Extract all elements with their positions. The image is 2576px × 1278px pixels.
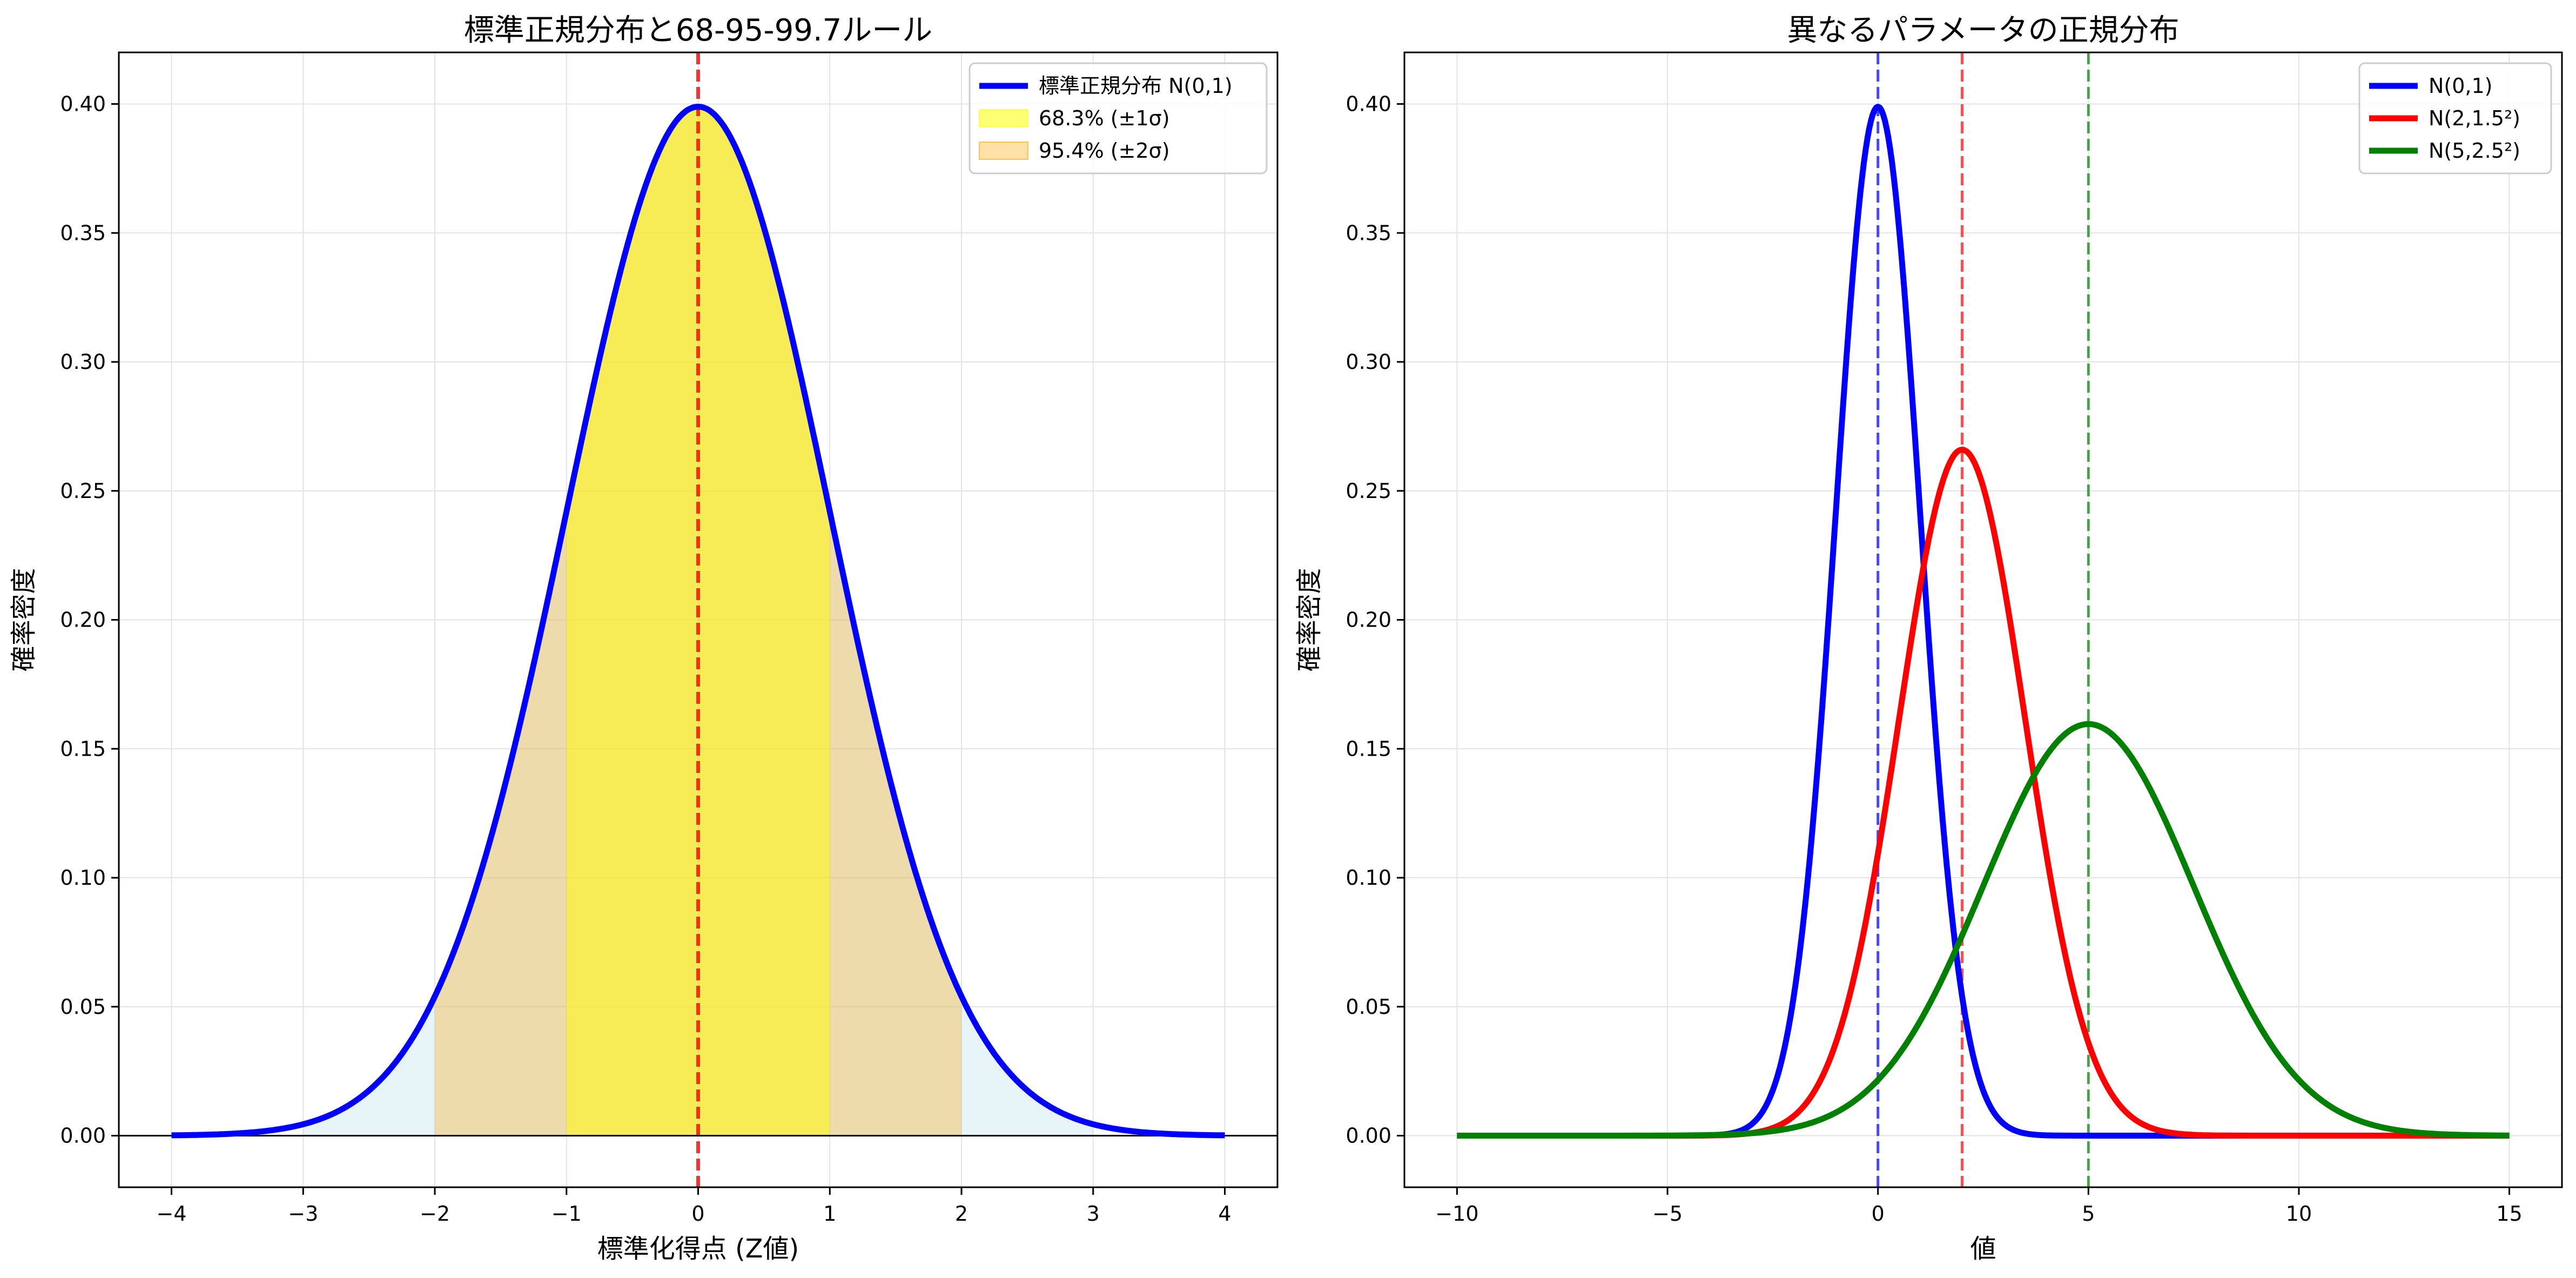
y-tick-label: 0.35 bbox=[1346, 221, 1391, 245]
y-tick-label: 0.10 bbox=[60, 866, 106, 890]
x-tick-label: −5 bbox=[1652, 1202, 1683, 1226]
legend: N(0,1) N(2,1.5²) N(5,2.5²) bbox=[2358, 62, 2552, 174]
y-tick-label: 0.00 bbox=[1346, 1124, 1391, 1148]
legend: 標準正規分布 N(0,1) 68.3% (±1σ) 95.4% (±2σ) bbox=[968, 62, 1268, 174]
y-tick-label: 0.20 bbox=[60, 608, 106, 632]
y-tick-label: 0.05 bbox=[1346, 995, 1391, 1019]
y-tick-label: 0.40 bbox=[1346, 92, 1391, 116]
legend-label: N(5,2.5²) bbox=[2429, 139, 2520, 163]
y-tick-label: 0.25 bbox=[1346, 479, 1391, 503]
x-tick-label: 15 bbox=[2496, 1202, 2522, 1226]
chart-title: 異なるパラメータの正規分布 bbox=[1787, 13, 2179, 48]
x-tick-label: −2 bbox=[420, 1202, 450, 1226]
legend-label: 68.3% (±1σ) bbox=[1039, 106, 1170, 130]
shaded-region bbox=[566, 106, 830, 1136]
x-tick-label: −3 bbox=[288, 1202, 318, 1226]
series-line-1 bbox=[1456, 104, 2511, 1139]
chart-panel-1: −4 −3 −2 −1 0 1 2 3 4 0.00 0.05 0.10 0.15 0.20 0.25 0.3… bbox=[9, 13, 1279, 1264]
chart-title: 標準正規分布と68-95-99.7ルール bbox=[464, 13, 933, 48]
x-tick-label: 3 bbox=[1087, 1202, 1100, 1226]
series-line-3 bbox=[1456, 721, 2511, 1139]
x-tick-label: 4 bbox=[1218, 1202, 1231, 1226]
chart-panel-2: −10 −5 0 5 10 15 0.00 0.05 0.10 0.15 0.20 0.25 0.30 0… bbox=[1294, 13, 2563, 1264]
x-tick-label: 0 bbox=[691, 1202, 704, 1226]
x-tick-label: −1 bbox=[551, 1202, 582, 1226]
legend-label: 標準正規分布 N(0,1) bbox=[1039, 74, 1233, 98]
y-tick-label: 0.25 bbox=[60, 479, 106, 503]
legend-box bbox=[968, 62, 1268, 174]
x-tick-label: 0 bbox=[1872, 1202, 1885, 1226]
x-axis-label: 標準化得点 (Z値) bbox=[597, 1234, 799, 1264]
series-line-1 bbox=[170, 104, 1226, 1139]
y-axis-label: 確率密度 bbox=[9, 568, 39, 671]
legend-patch-swatch bbox=[979, 142, 1028, 160]
x-tick-label: 10 bbox=[2286, 1202, 2312, 1226]
y-tick-label: 0.35 bbox=[60, 221, 106, 245]
series-line-2 bbox=[1456, 447, 2511, 1139]
y-tick-label: 0.30 bbox=[1346, 350, 1391, 374]
x-tick-label: 2 bbox=[955, 1202, 968, 1226]
x-tick-label: −4 bbox=[156, 1202, 186, 1226]
y-tick-label: 0.20 bbox=[1346, 608, 1391, 632]
y-tick-label: 0.15 bbox=[60, 737, 106, 761]
y-tick-label: 0.05 bbox=[60, 995, 106, 1019]
x-tick-label: 5 bbox=[2082, 1202, 2095, 1226]
y-tick-label: 0.00 bbox=[60, 1124, 106, 1148]
legend-patch-swatch bbox=[979, 109, 1028, 127]
x-tick-label: 1 bbox=[823, 1202, 836, 1226]
y-tick-label: 0.40 bbox=[60, 92, 106, 116]
legend-label: 95.4% (±2σ) bbox=[1039, 139, 1170, 163]
legend-label: N(2,1.5²) bbox=[2429, 106, 2520, 130]
y-tick-label: 0.10 bbox=[1346, 866, 1391, 890]
x-axis-label: 値 bbox=[1970, 1234, 1996, 1264]
legend-label: N(0,1) bbox=[2429, 74, 2493, 98]
y-tick-label: 0.30 bbox=[60, 350, 106, 374]
x-tick-label: −10 bbox=[1435, 1202, 1478, 1226]
y-axis-label: 確率密度 bbox=[1294, 568, 1324, 671]
legend-box bbox=[2358, 62, 2552, 174]
y-tick-label: 0.15 bbox=[1346, 737, 1391, 761]
